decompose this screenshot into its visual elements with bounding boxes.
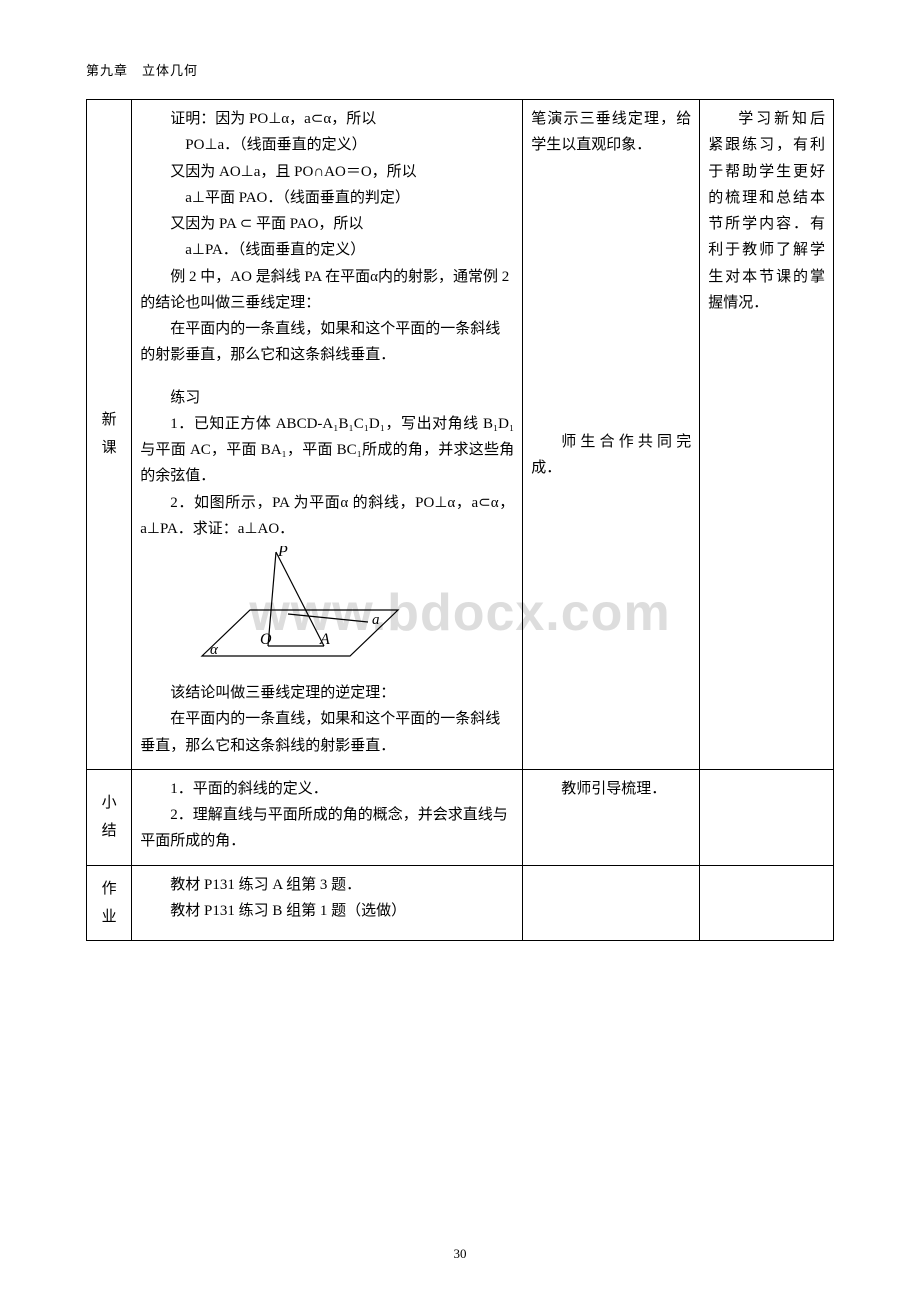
diagram-label-a-pt: A [319, 631, 330, 648]
row3-label-1: 作 [102, 876, 117, 902]
row3-main-cell: 教材 P131 练习 A 组第 3 题． 教材 P131 练习 B 组第 1 题… [132, 865, 523, 941]
row2-label-1: 小 [102, 790, 117, 816]
theorem-text: 在平面内的一条直线，如果和这个平面的一条斜线的射影垂直，那么它和这条斜线垂直． [140, 316, 514, 369]
chapter-header: 第九章 立体几何 [86, 60, 834, 79]
row2-mid-cell: 教师引导梳理． [523, 769, 700, 865]
proof-line-1: 证明：因为 PO⊥α，a⊂α，所以 [140, 106, 514, 132]
proof-line-2: PO⊥a．（线面垂直的定义） [140, 132, 514, 158]
row2-right-cell [700, 769, 834, 865]
example-note: 例 2 中，AO 是斜线 PA 在平面α内的射影，通常例 2 的结论也叫做三垂线… [140, 264, 514, 317]
row2-label-2: 结 [102, 818, 117, 844]
teacher-activity-1: 笔演示三垂线定理，给学生以直观印象． [531, 106, 691, 159]
diagram-label-alpha: α [210, 642, 219, 658]
row2-main-cell: 1．平面的斜线的定义． 2．理解直线与平面所成的角的概念，并会求直线与平面所成的… [132, 769, 523, 865]
row1-label-1: 新 [102, 407, 117, 433]
diagram-line-pa [276, 552, 324, 646]
page-number: 30 [454, 1246, 467, 1262]
lesson-table: 新 课 证明：因为 PO⊥α，a⊂α，所以 PO⊥a．（线面垂直的定义） 又因为… [86, 99, 834, 941]
hw-2: 教材 P131 练习 B 组第 1 题（选做） [140, 898, 514, 924]
row1-label-2: 课 [102, 435, 117, 461]
diagram-label-a-line: a [372, 612, 380, 628]
diagram-line-a [288, 614, 368, 622]
teacher-activity-2: 师生合作共同完成． [531, 429, 691, 482]
proof-line-3: 又因为 AO⊥a，且 PO∩AO＝O，所以 [140, 159, 514, 185]
diagram-plane [202, 610, 398, 656]
row1-label-cell: 新 课 [87, 100, 132, 770]
row2-label-stack: 小 结 [89, 790, 129, 845]
practice-heading: 练习 [140, 385, 514, 411]
inverse-theorem-head: 该结论叫做三垂线定理的逆定理： [140, 680, 514, 706]
inverse-theorem-text: 在平面内的一条直线，如果和这个平面的一条斜线垂直，那么它和这条斜线的射影垂直． [140, 706, 514, 759]
diagram-label-o: O [260, 631, 272, 648]
row1-main-cell: 证明：因为 PO⊥α，a⊂α，所以 PO⊥a．（线面垂直的定义） 又因为 AO⊥… [132, 100, 523, 770]
row3-label-2: 业 [102, 904, 117, 930]
practice-1: 1．已知正方体 ABCD-A₁B₁C₁D₁，写出对角线 B₁D₁ 与平面 AC，… [140, 411, 514, 490]
spacer [531, 159, 691, 429]
design-intent: 学习新知后紧跟练习，有利于帮助学生更好的梳理和总结本节所学内容．有利于教师了解学… [708, 106, 825, 316]
geometry-diagram: P O A a α [140, 546, 514, 674]
row1-label-stack: 新 课 [89, 407, 129, 462]
hw-1: 教材 P131 练习 A 组第 3 题． [140, 872, 514, 898]
diagram-label-p: P [277, 546, 288, 560]
proof-line-5: 又因为 PA ⊂ 平面 PAO，所以 [140, 211, 514, 237]
table-row-homework: 作 业 教材 P131 练习 A 组第 3 题． 教材 P131 练习 B 组第… [87, 865, 834, 941]
row3-label-cell: 作 业 [87, 865, 132, 941]
summary-1: 1．平面的斜线的定义． [140, 776, 514, 802]
proof-line-6: a⊥PA．（线面垂直的定义） [140, 237, 514, 263]
summary-2: 2．理解直线与平面所成的角的概念，并会求直线与平面所成的角． [140, 802, 514, 855]
row2-label-cell: 小 结 [87, 769, 132, 865]
summary-teacher: 教师引导梳理． [531, 776, 691, 802]
row3-label-stack: 作 业 [89, 876, 129, 931]
page-content: 第九章 立体几何 新 课 证明：因为 PO⊥α，a⊂α，所以 PO⊥a．（线面垂… [86, 60, 834, 941]
row3-right-cell [700, 865, 834, 941]
diagram-svg: P O A a α [190, 546, 420, 674]
spacer [140, 924, 514, 930]
table-row-summary: 小 结 1．平面的斜线的定义． 2．理解直线与平面所成的角的概念，并会求直线与平… [87, 769, 834, 865]
spacer [140, 369, 514, 385]
practice-2: 2．如图所示，PA 为平面α 的斜线，PO⊥α，a⊂α，a⊥PA．求证：a⊥AO… [140, 490, 514, 543]
row1-right-cell: 学习新知后紧跟练习，有利于帮助学生更好的梳理和总结本节所学内容．有利于教师了解学… [700, 100, 834, 770]
row1-mid-cell: 笔演示三垂线定理，给学生以直观印象． 师生合作共同完成． [523, 100, 700, 770]
row3-mid-cell [523, 865, 700, 941]
proof-line-4: a⊥平面 PAO．（线面垂直的判定） [140, 185, 514, 211]
table-row-new-lesson: 新 课 证明：因为 PO⊥α，a⊂α，所以 PO⊥a．（线面垂直的定义） 又因为… [87, 100, 834, 770]
